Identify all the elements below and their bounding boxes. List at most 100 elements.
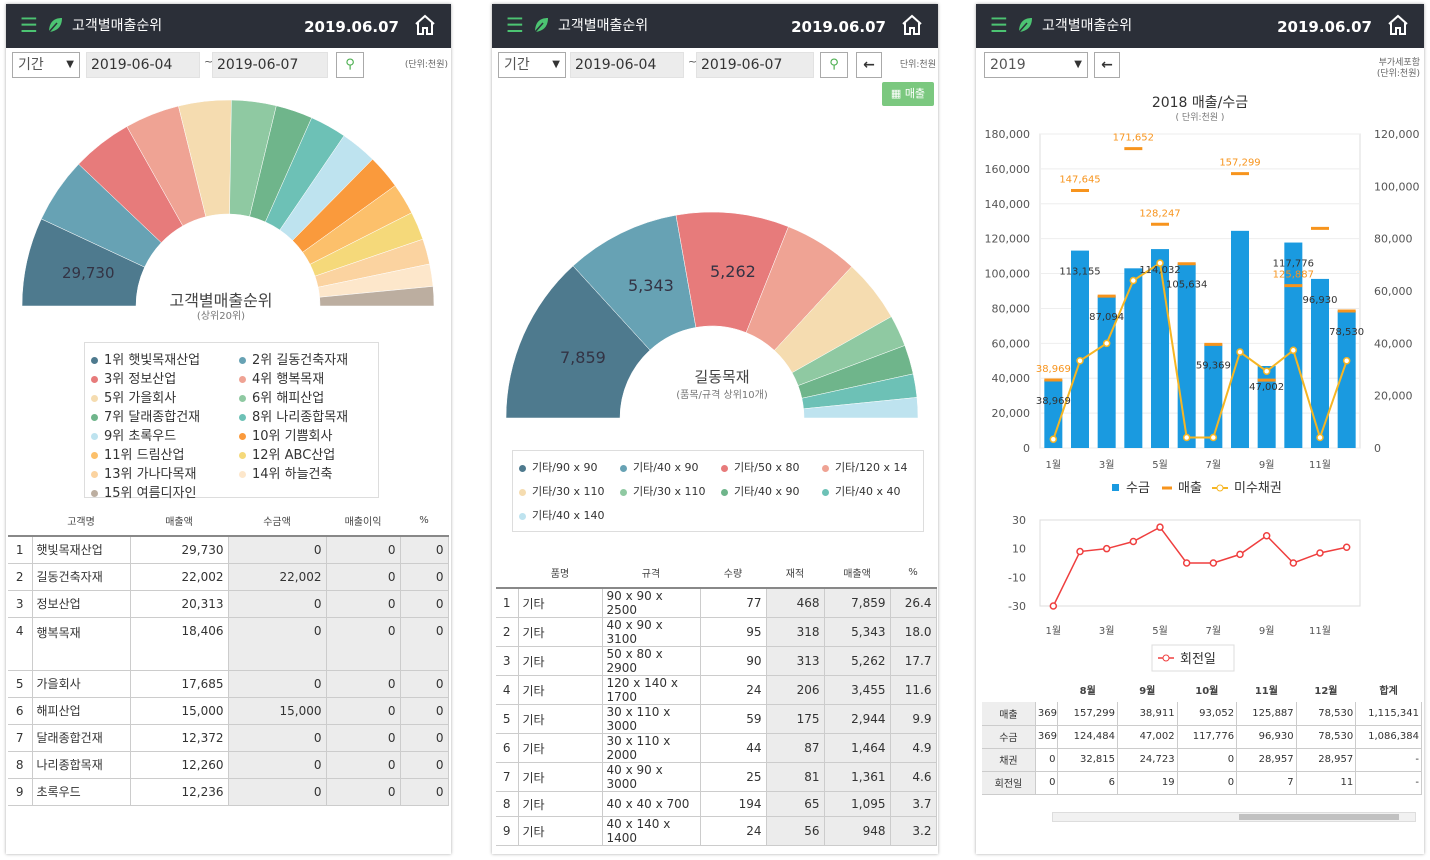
table-row[interactable]: 8 나리종합목재 12,260 0 0 0: [8, 751, 449, 779]
home-icon[interactable]: [900, 13, 924, 37]
legend-item[interactable]: 8위 나리종합목재: [239, 406, 348, 425]
table-row[interactable]: 수금 369 124,484 47,002 117,776 96,930 78,530 1,0…: [982, 725, 1422, 749]
table-row[interactable]: 7 기타 40 x 90 x 3000 25 81 1,361 4.6: [496, 762, 937, 792]
point-turnover[interactable]: [1236, 550, 1244, 559]
point-unpaid[interactable]: [1102, 339, 1111, 348]
menu-icon[interactable]: ☰: [20, 13, 38, 37]
table-row[interactable]: 4 기타 120 x 140 x 1700 24 206 3,455 11.6: [496, 675, 937, 705]
point-turnover[interactable]: [1342, 543, 1351, 551]
back-button[interactable]: ←: [856, 52, 882, 78]
bar-collect[interactable]: [1071, 250, 1089, 448]
table-row[interactable]: 5 가을회사 17,685 0 0 0: [8, 670, 449, 698]
legend-item[interactable]: 4위 행복목재: [239, 368, 324, 387]
legend-item[interactable]: 5위 가을회사: [91, 387, 176, 406]
legend-collect-label[interactable]: 수금: [1126, 481, 1150, 496]
table-row[interactable]: 9 기타 40 x 140 x 1400 24 56 948 3.2: [496, 816, 937, 846]
point-turnover[interactable]: [1156, 523, 1164, 531]
legend-unpaid-label[interactable]: 미수채권: [1234, 481, 1282, 496]
bar-collect[interactable]: [1044, 380, 1063, 448]
search-button[interactable]: ⚲: [336, 52, 364, 78]
table-row[interactable]: 7 달래종합건재 12,372 0 0 0: [8, 724, 449, 752]
point-unpaid[interactable]: [1316, 433, 1324, 442]
point-turnover[interactable]: [1182, 559, 1191, 567]
point-unpaid[interactable]: [1049, 435, 1058, 444]
bar-collect[interactable]: [1257, 366, 1276, 448]
table-row[interactable]: 2 기타 40 x 90 x 3100 95 318 5,343 18.0: [496, 617, 937, 647]
legend-item[interactable]: 6위 해피산업: [239, 387, 324, 406]
point-turnover[interactable]: [1129, 537, 1138, 546]
excel-button[interactable]: ▦ 매출: [882, 82, 934, 106]
point-turnover[interactable]: [1102, 544, 1111, 553]
bar-collect[interactable]: [1124, 268, 1143, 448]
point-unpaid[interactable]: [1236, 348, 1244, 356]
legend-item[interactable]: 9위 초록우드: [91, 425, 176, 444]
legend-item[interactable]: 1위 햇빛목재산업: [91, 349, 200, 368]
table-row[interactable]: 8 기타 40 x 40 x 700 194 65 1,095 3.7: [496, 791, 937, 817]
legend-sales-label[interactable]: 매출: [1178, 481, 1202, 496]
point-unpaid[interactable]: [1156, 259, 1164, 267]
point-turnover[interactable]: [1209, 559, 1218, 567]
legend-item[interactable]: 13위 가나다목재: [91, 463, 196, 482]
date-to-input[interactable]: 2019-06-07: [212, 52, 328, 78]
table-row[interactable]: 9 초록우드 12,236 0 0 0: [8, 778, 449, 806]
legend-item[interactable]: 기타/90 x 90: [519, 459, 597, 475]
legend-item[interactable]: 기타/120 x 14: [822, 459, 907, 475]
search-button[interactable]: ⚲: [820, 52, 848, 78]
customer-slice-15[interactable]: [319, 286, 435, 307]
legend-item[interactable]: 기타/40 x 90: [620, 459, 698, 475]
table-row[interactable]: 2 길동건축자재 22,002 22,002 0 0: [8, 563, 449, 591]
point-unpaid[interactable]: [1129, 276, 1138, 285]
point-turnover[interactable]: [1289, 559, 1298, 567]
period-select[interactable]: 기간 ▼: [498, 52, 566, 78]
legend-item[interactable]: 11위 드림산업: [91, 444, 184, 463]
legend-item[interactable]: 14위 하늘건축: [239, 463, 332, 482]
table-row[interactable]: 4 행복목재 18,406 0 0 0: [8, 617, 449, 671]
bar-collect[interactable]: [1337, 311, 1356, 448]
point-unpaid[interactable]: [1289, 346, 1298, 355]
bar-collect[interactable]: [1311, 278, 1329, 448]
legend-item[interactable]: 기타/50 x 80: [721, 459, 799, 475]
date-to-input[interactable]: 2019-06-07: [696, 52, 814, 78]
legend-item[interactable]: 3위 정보산업: [91, 368, 176, 387]
table-row[interactable]: 1 기타 90 x 90 x 2500 77 468 7,859 26.4: [496, 588, 937, 618]
horizontal-scrollbar[interactable]: [1052, 812, 1416, 822]
point-unpaid[interactable]: [1262, 367, 1271, 375]
home-icon[interactable]: [1386, 13, 1410, 37]
point-unpaid[interactable]: [1209, 433, 1218, 442]
table-row[interactable]: 6 기타 30 x 110 x 2000 44 87 1,464 4.9: [496, 733, 937, 763]
bar-collect[interactable]: [1231, 230, 1249, 448]
bar-collect[interactable]: [1177, 263, 1196, 448]
legend-item[interactable]: 기타/30 x 110: [620, 483, 705, 499]
table-row[interactable]: 6 해피산업 15,000 15,000 0 0: [8, 697, 449, 725]
menu-icon[interactable]: ☰: [990, 13, 1008, 37]
point-unpaid[interactable]: [1342, 357, 1351, 365]
legend-item[interactable]: 15위 여름디자인: [91, 482, 196, 501]
point-unpaid[interactable]: [1182, 433, 1191, 442]
legend-item[interactable]: 기타/40 x 140: [519, 507, 604, 523]
table-row[interactable]: 채권 0 32,815 24,723 0 28,957 28,957-: [982, 748, 1422, 772]
point-turnover[interactable]: [1262, 532, 1271, 540]
legend-item[interactable]: 12위 ABC산업: [239, 444, 335, 463]
scrollbar-thumb[interactable]: [1239, 814, 1399, 820]
point-unpaid[interactable]: [1076, 357, 1084, 365]
back-button[interactable]: ←: [1094, 52, 1120, 78]
table-row[interactable]: 5 기타 30 x 110 x 3000 59 175 2,944 9.9: [496, 704, 937, 734]
menu-icon[interactable]: ☰: [506, 13, 524, 37]
legend-item[interactable]: 2위 길동건축자재: [239, 349, 348, 368]
legend-item[interactable]: 기타/40 x 90: [721, 483, 799, 499]
point-turnover[interactable]: [1316, 549, 1324, 557]
point-turnover[interactable]: [1076, 547, 1084, 556]
legend-turnover-label[interactable]: 회전일: [1180, 652, 1216, 667]
legend-item[interactable]: 7위 달래종합건재: [91, 406, 200, 425]
table-row[interactable]: 회전일 0 6 19 0 7 11-: [982, 771, 1422, 795]
table-row[interactable]: 3 정보산업 20,313 0 0 0: [8, 590, 449, 618]
legend-item[interactable]: 기타/40 x 40: [822, 483, 900, 499]
date-from-input[interactable]: 2019-06-04: [570, 52, 684, 78]
period-select[interactable]: 기간 ▼: [12, 52, 80, 78]
bar-collect[interactable]: [1284, 242, 1303, 448]
table-row[interactable]: 매출 369 157,299 38,911 93,052 125,887 78,530 1,1…: [982, 702, 1422, 726]
home-icon[interactable]: [413, 13, 437, 37]
point-turnover[interactable]: [1049, 602, 1058, 610]
legend-item[interactable]: 기타/30 x 110: [519, 483, 604, 499]
year-select[interactable]: 2019 ▼: [984, 52, 1088, 78]
